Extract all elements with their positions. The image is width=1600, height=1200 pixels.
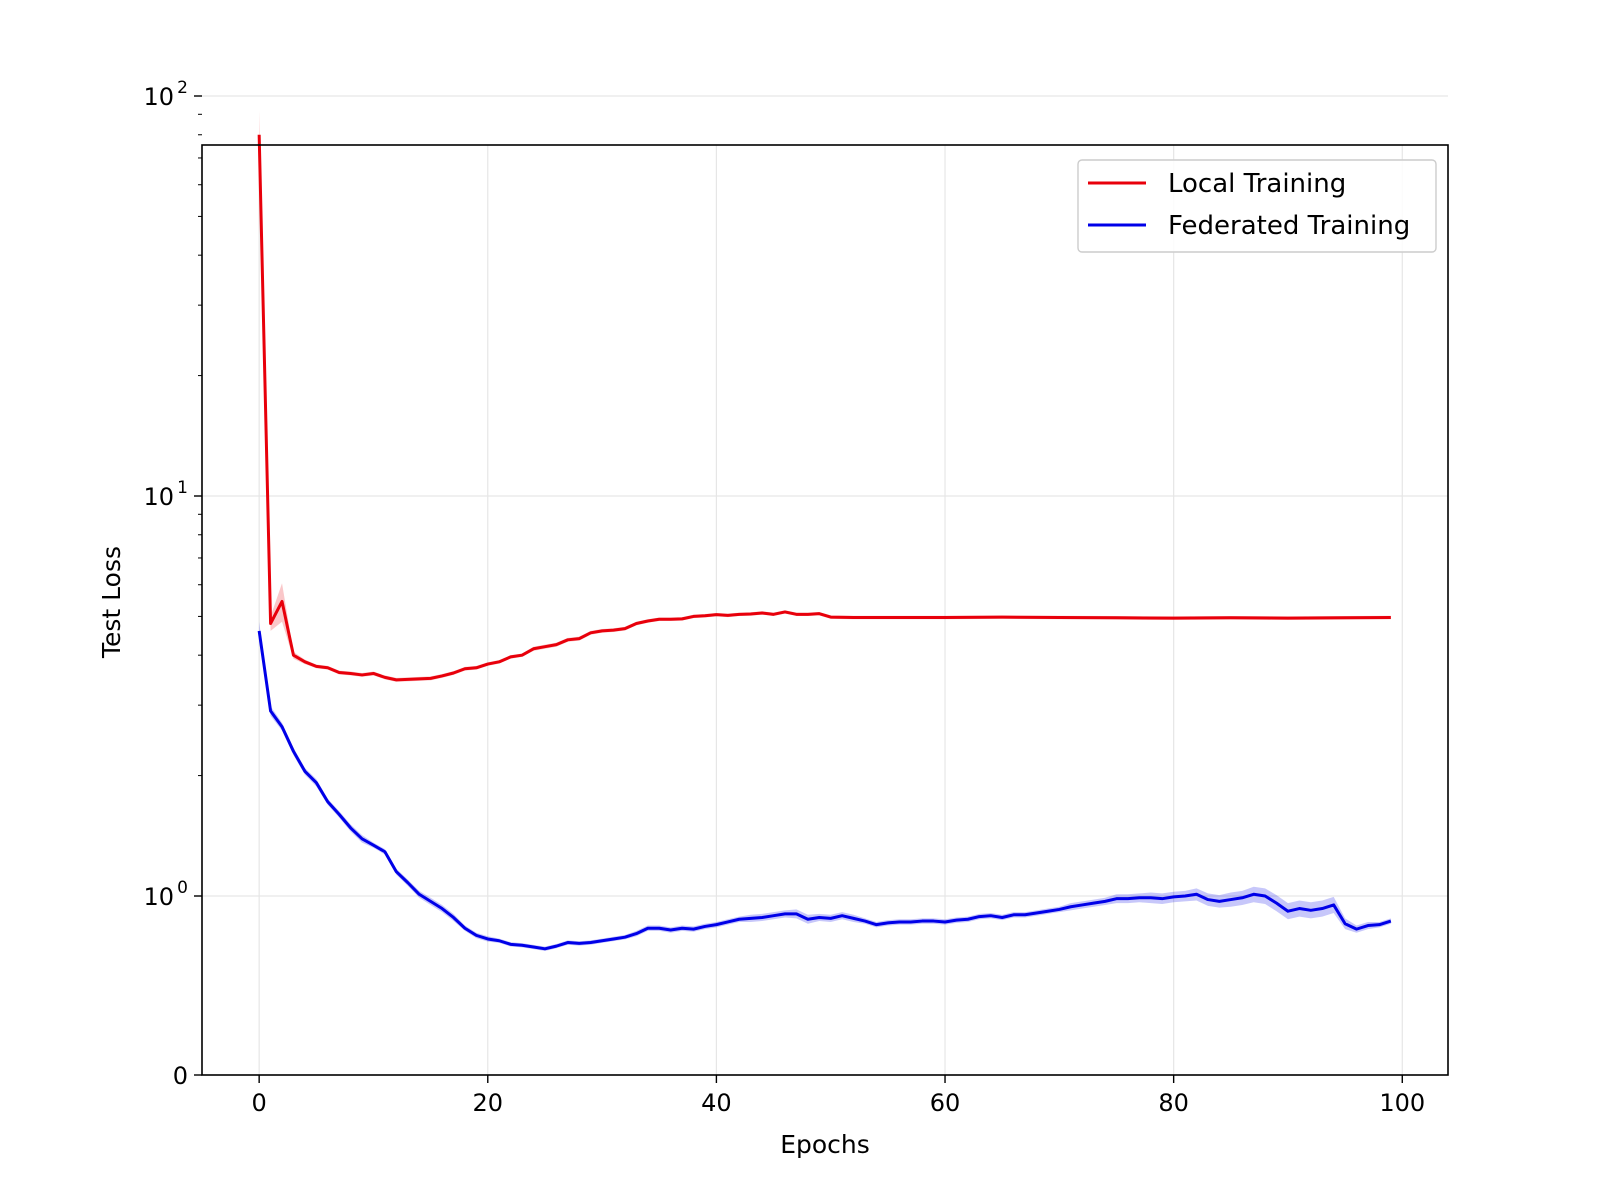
legend-label-local-training: Local Training [1168, 169, 1346, 199]
series-line-local-training [257, 134, 1391, 682]
x-tick-label: 40 [701, 1089, 732, 1117]
legend-label-federated-training: Federated Training [1168, 211, 1410, 241]
y-tick-exponent: 2 [177, 78, 188, 98]
y-tick-exponent: 0 [177, 878, 188, 898]
y-axis-label: Test Loss [97, 546, 126, 659]
y-tick-exponent: 1 [177, 478, 188, 498]
y-tick-label: 10 [143, 483, 174, 511]
x-axis-ticks: 0 20 40 60 80 100 [252, 1075, 1425, 1117]
legend-box [1077, 159, 1437, 253]
y-tick-label: 10 [143, 83, 174, 111]
series-line-federated-training [257, 630, 1392, 951]
legend: Local Training Federated Training [1077, 159, 1437, 253]
x-axis-label: Epochs [780, 1130, 870, 1159]
y-tick-label: 0 [173, 1062, 188, 1090]
x-tick-label: 0 [252, 1089, 267, 1117]
x-tick-label: 100 [1379, 1089, 1425, 1117]
grid [202, 95, 1448, 1075]
y-tick-label: 10 [143, 883, 174, 911]
x-tick-label: 60 [930, 1089, 961, 1117]
series-lines [257, 134, 1392, 951]
x-tick-label: 80 [1158, 1089, 1189, 1117]
x-tick-label: 20 [473, 1089, 504, 1117]
plot-area-frame [201, 144, 1449, 1076]
